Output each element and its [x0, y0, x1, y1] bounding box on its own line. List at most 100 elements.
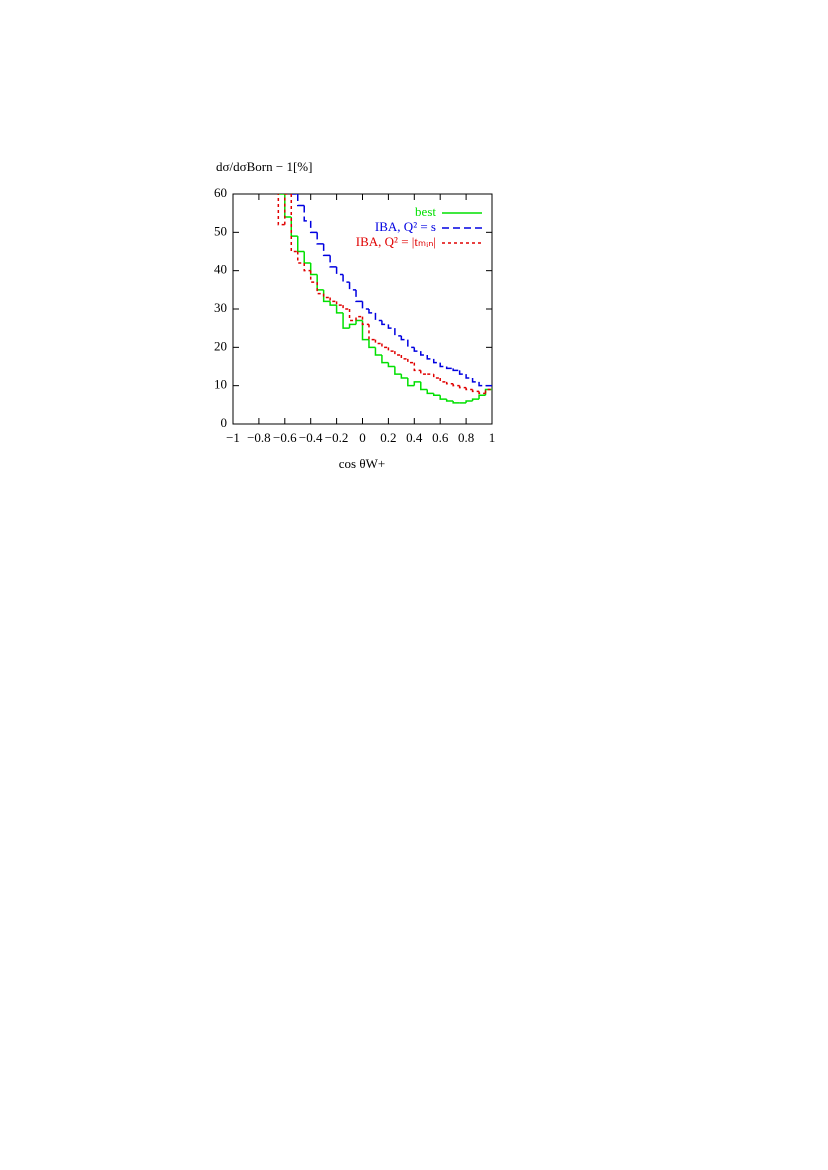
- step-segment: [297, 194, 305, 207]
- step-segment: [297, 251, 305, 264]
- step-segment: [420, 351, 428, 356]
- step-segment: [413, 381, 421, 386]
- step-segment: [329, 301, 337, 306]
- step-segment: [394, 351, 402, 356]
- step-segment: [484, 388, 492, 396]
- step-segment: [322, 293, 331, 299]
- y-tick-label: 0: [221, 415, 228, 430]
- step-segment: [432, 374, 441, 379]
- step-segment: [342, 305, 350, 310]
- step-segment: [407, 339, 415, 349]
- step-segment: [400, 374, 408, 379]
- step-segment: [316, 274, 324, 291]
- step-segment: [342, 274, 350, 283]
- step-segment: [284, 194, 292, 225]
- legend-label: IBA, Q² = |tₘᵢₙ|: [356, 234, 436, 249]
- step-segment: [445, 366, 454, 370]
- step-segment: [465, 374, 473, 379]
- step-segment: [361, 320, 369, 341]
- step-segment: [355, 289, 363, 303]
- step-segment: [316, 282, 324, 295]
- step-segment: [387, 362, 395, 368]
- step-segment: [432, 358, 441, 364]
- step-segment: [452, 401, 460, 404]
- y-tick-label: 20: [214, 338, 227, 353]
- step-segment: [303, 263, 311, 272]
- step-segment: [452, 383, 460, 387]
- legend-label: best: [415, 204, 436, 219]
- step-segment: [381, 355, 389, 364]
- step-segment: [413, 362, 421, 372]
- step-segment: [322, 243, 331, 257]
- x-tick-label: 0.4: [406, 430, 423, 445]
- x-tick-label: 0.6: [432, 430, 449, 445]
- x-tick-label: −0.6: [273, 430, 297, 445]
- series-group: [277, 194, 492, 404]
- step-segment: [445, 399, 454, 402]
- step-segment: [309, 220, 318, 234]
- step-segment: [387, 347, 395, 352]
- step-segment: [471, 378, 480, 383]
- y-tick-label: 60: [214, 185, 227, 200]
- step-segment: [465, 400, 473, 403]
- step-segment: [309, 263, 318, 276]
- step-segment: [426, 355, 434, 360]
- x-tick-label: −0.2: [325, 430, 349, 445]
- step-segment: [361, 316, 369, 326]
- step-segment: [407, 378, 415, 387]
- y-tick-label: 50: [214, 223, 227, 238]
- step-segment: [439, 378, 447, 383]
- x-axis-label: cos θW+: [339, 456, 385, 471]
- step-segment: [284, 194, 292, 218]
- step-segment: [342, 312, 350, 329]
- step-segment: [426, 389, 434, 395]
- step-segment: [478, 394, 486, 400]
- x-tick-label: 0.8: [458, 430, 474, 445]
- step-segment: [277, 194, 285, 226]
- step-segment: [484, 388, 492, 394]
- step-segment: [329, 297, 337, 303]
- step-segment: [355, 315, 363, 321]
- legend-label: IBA, Q² = s: [375, 219, 436, 234]
- step-segment: [297, 236, 305, 253]
- step-segment: [439, 395, 447, 400]
- step-segment: [394, 328, 402, 337]
- step-segment: [400, 355, 408, 360]
- step-segment: [303, 205, 311, 222]
- step-segment: [458, 385, 467, 389]
- step-segment: [290, 217, 298, 237]
- y-tick-label: 10: [214, 377, 227, 392]
- y-tick-label: 40: [214, 262, 227, 277]
- step-segment: [381, 343, 389, 349]
- x-tick-label: −0.8: [247, 430, 271, 445]
- step-segment: [439, 362, 447, 368]
- step-segment: [478, 391, 486, 395]
- step-segment: [452, 368, 460, 372]
- y-tick-label: 30: [214, 300, 227, 315]
- step-segment: [335, 305, 344, 314]
- step-segment: [387, 324, 395, 329]
- step-segment: [420, 370, 428, 375]
- step-segment: [374, 312, 382, 322]
- x-tick-label: 1: [489, 430, 496, 445]
- step-segment: [432, 393, 441, 396]
- step-segment: [407, 358, 415, 364]
- step-segment: [374, 347, 382, 356]
- step-segment: [355, 319, 363, 325]
- step-segment: [335, 301, 344, 306]
- x-tick-label: 0.2: [380, 430, 396, 445]
- step-segment: [361, 301, 369, 310]
- step-segment: [368, 324, 376, 341]
- step-segment: [381, 320, 389, 326]
- step-segment: [303, 251, 311, 264]
- x-tick-label: −0.4: [299, 430, 323, 445]
- step-segment: [322, 289, 331, 303]
- step-segment: [445, 381, 454, 385]
- step-segment: [465, 387, 473, 391]
- step-segment: [368, 309, 376, 314]
- step-segment: [458, 370, 467, 375]
- step-segment: [478, 381, 486, 387]
- step-segment: [348, 282, 357, 291]
